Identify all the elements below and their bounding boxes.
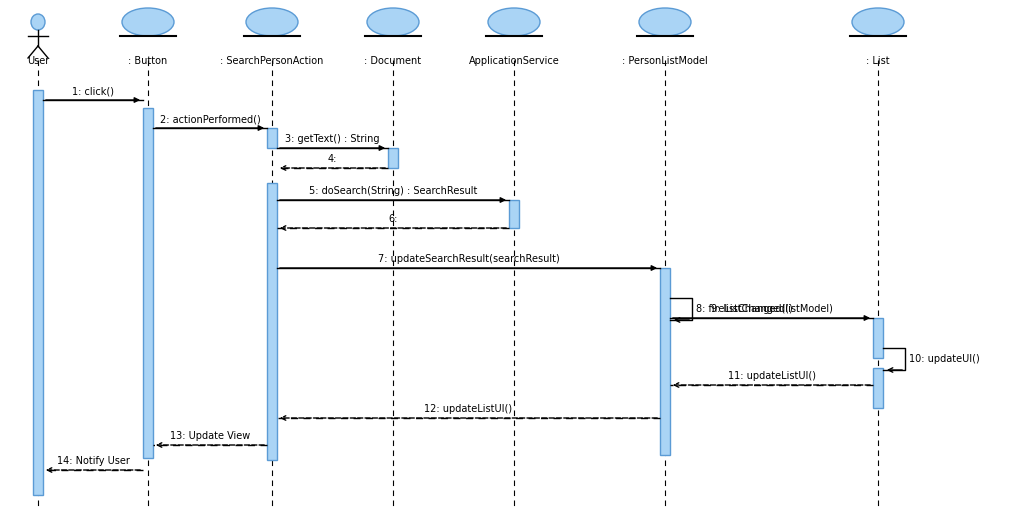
- Ellipse shape: [367, 8, 419, 36]
- Text: : Button: : Button: [128, 56, 168, 66]
- Bar: [873, 368, 883, 408]
- Bar: [33, 90, 43, 495]
- Ellipse shape: [852, 8, 904, 36]
- Bar: [266, 183, 277, 460]
- Bar: [144, 108, 153, 458]
- Text: 3: getText() : String: 3: getText() : String: [285, 134, 379, 144]
- Ellipse shape: [122, 8, 174, 36]
- Text: : SearchPersonAction: : SearchPersonAction: [220, 56, 324, 66]
- Text: 9: listChanged(listModel): 9: listChanged(listModel): [710, 304, 832, 314]
- Text: 13: Update View: 13: Update View: [170, 431, 250, 441]
- Text: 8: fireListChanged(): 8: fireListChanged(): [696, 304, 792, 314]
- Text: 6:: 6:: [388, 214, 398, 224]
- Text: 7: updateSearchResult(searchResult): 7: updateSearchResult(searchResult): [377, 254, 560, 264]
- Ellipse shape: [246, 8, 298, 36]
- Text: 11: updateListUI(): 11: updateListUI(): [728, 371, 816, 381]
- Ellipse shape: [488, 8, 540, 36]
- Bar: [509, 200, 519, 228]
- Text: : Document: : Document: [365, 56, 421, 66]
- Text: 10: updateUI(): 10: updateUI(): [909, 354, 980, 364]
- Bar: [660, 268, 670, 455]
- Text: ApplicationService: ApplicationService: [468, 56, 560, 66]
- Text: 1: click(): 1: click(): [72, 86, 114, 96]
- Text: 14: Notify User: 14: Notify User: [56, 456, 129, 466]
- Text: : List: : List: [866, 56, 890, 66]
- Text: 2: actionPerformed(): 2: actionPerformed(): [160, 114, 260, 124]
- Bar: [388, 148, 398, 168]
- Text: : PersonListModel: : PersonListModel: [622, 56, 708, 66]
- Text: User: User: [27, 56, 49, 66]
- Bar: [873, 318, 883, 358]
- Ellipse shape: [639, 8, 691, 36]
- Bar: [266, 128, 277, 148]
- Text: 5: doSearch(String) : SearchResult: 5: doSearch(String) : SearchResult: [309, 186, 478, 196]
- Ellipse shape: [31, 14, 45, 30]
- Text: 12: updateListUI(): 12: updateListUI(): [424, 404, 512, 414]
- Text: 4:: 4:: [328, 154, 337, 164]
